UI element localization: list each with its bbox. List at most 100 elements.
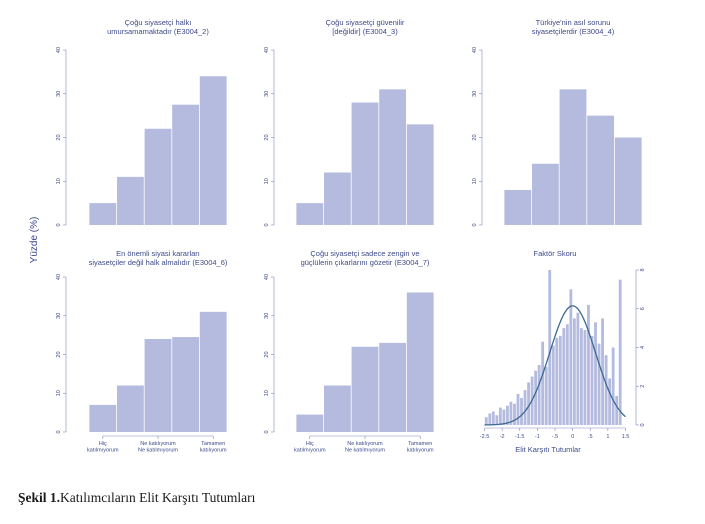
- x-tick-label: Hiç: [306, 441, 314, 447]
- bar: [144, 128, 172, 225]
- figure-caption: Şekil 1.Katılımcıların Elit Karşıtı Tutu…: [18, 490, 255, 506]
- y-tick-label: 40: [56, 47, 62, 53]
- histogram-bar: [555, 337, 559, 425]
- chart-title-line: güçlülerin çıkarlarını gözetir (E3004_7): [301, 258, 430, 267]
- x-tick-label: katılmıyorum: [294, 448, 326, 454]
- x-tick-label: .5: [588, 434, 593, 440]
- histogram-bar: [558, 335, 562, 425]
- histogram-bar: [484, 417, 488, 425]
- x-tick-label: -1: [535, 434, 540, 440]
- bar: [172, 337, 199, 432]
- y-tick-label: 20: [56, 134, 62, 140]
- chart-title-line: umursamamaktadır (E3004_2): [107, 27, 209, 36]
- histogram-bar: [583, 330, 587, 425]
- y-tick-label: 10: [56, 178, 62, 184]
- x-tick-label: 1.5: [622, 434, 630, 440]
- y-tick-label: 8: [640, 268, 646, 271]
- histogram-bar: [615, 395, 619, 425]
- histogram-bar: [604, 355, 608, 425]
- histogram-bar: [551, 345, 555, 425]
- x-tick-label: -2.5: [480, 434, 489, 440]
- x-tick-label: 1: [606, 434, 609, 440]
- y-tick-label: 0: [640, 423, 646, 426]
- chart-title-line: siyasetçilerdir (E3004_4): [532, 27, 615, 36]
- x-tick-label: Ne katılmıyorum: [138, 448, 178, 454]
- bar: [324, 172, 351, 225]
- x-tick-label: Ne katılıyorum: [140, 441, 176, 447]
- histogram-bar: [513, 403, 516, 425]
- y-tick-label: 40: [56, 274, 62, 280]
- x-tick-label: -1.5: [515, 434, 524, 440]
- histogram-bar: [541, 341, 545, 425]
- y-tick-label: 40: [472, 47, 478, 53]
- histogram-bar: [565, 324, 569, 425]
- histogram-bar: [597, 343, 601, 425]
- x-tick-label: Ne katılmıyorum: [345, 448, 385, 454]
- histogram-bar: [562, 328, 566, 425]
- y-tick-label: 30: [264, 313, 270, 319]
- histogram-bar: [611, 347, 615, 425]
- bar: [172, 104, 199, 225]
- histogram-bar: [498, 407, 502, 425]
- y-tick-label: 30: [264, 91, 270, 97]
- histogram-bar: [618, 279, 622, 425]
- caption-text: Katılımcıların Elit Karşıtı Tutumları: [60, 490, 256, 505]
- y-tick-label: 0: [56, 223, 62, 226]
- x-tick-label: Hiç: [99, 441, 107, 447]
- histogram-bar: [569, 289, 573, 425]
- y-tick-label: 10: [264, 390, 270, 396]
- histogram-bar: [491, 411, 495, 425]
- bar: [379, 89, 406, 225]
- y-tick-label: 20: [472, 134, 478, 140]
- y-tick-label: 20: [264, 351, 270, 357]
- y-tick-label: 4: [640, 346, 646, 349]
- chart-title-line: [değildir] (E3004_3): [332, 27, 398, 36]
- y-tick-label: 30: [56, 91, 62, 97]
- chart-title-line: Çoğu siyasetçi halkı: [125, 18, 192, 27]
- histogram-bar: [580, 328, 583, 425]
- histogram-bar: [523, 390, 527, 425]
- bar: [406, 292, 434, 432]
- y-tick-label: 0: [56, 430, 62, 433]
- x-tick-label: katılıyorum: [407, 448, 434, 454]
- histogram-bar: [544, 366, 548, 425]
- caption-prefix: Şekil 1.: [18, 490, 61, 505]
- y-tick-label: 6: [640, 307, 646, 310]
- histogram-bar: [502, 409, 506, 425]
- histogram-panel: Faktör Skoru -2.5 -2 -1.5 -1 -.5 0 .5 1 1.5 0 2 4 6 8: [480, 249, 646, 440]
- chart-title-line: Çoğu siyasetçi güvenilir: [326, 18, 405, 27]
- histogram-bar: [608, 378, 612, 425]
- histogram-bar: [506, 405, 509, 425]
- histogram-bar: [527, 382, 530, 425]
- y-tick-label: 0: [264, 430, 270, 433]
- bar: [199, 311, 227, 432]
- x-tick-label: 0: [571, 434, 574, 440]
- bar: [587, 115, 614, 225]
- shared-y-axis-label: Yüzde (%): [29, 217, 40, 264]
- x-tick-label: -2: [500, 434, 505, 440]
- chart-title-line: Türkiye'nin asıl sorunu: [536, 18, 611, 27]
- bar: [144, 339, 172, 432]
- bar: [532, 163, 559, 225]
- histogram-bar: [601, 318, 604, 425]
- y-tick-label: 10: [472, 178, 478, 184]
- y-tick-label: 20: [56, 351, 62, 357]
- chart-title-line: En önemli siyasi kararları: [116, 249, 200, 258]
- bar: [379, 342, 406, 432]
- y-tick-label: 2: [640, 385, 646, 388]
- x-tick-label: katılmıyorum: [87, 448, 119, 454]
- bar: [89, 404, 117, 432]
- histogram-bar: [587, 304, 590, 425]
- bar-chart-panel-5: Çoğu siyasetçi sadece zengin vegüçlüleri…: [264, 249, 434, 454]
- bar: [504, 190, 532, 225]
- bar: [117, 385, 144, 432]
- histogram-bar: [548, 270, 552, 425]
- bar: [296, 414, 324, 432]
- histogram-bar: [520, 397, 523, 425]
- y-tick-label: 30: [472, 91, 478, 97]
- chart-title-line: siyasetçiler değil halk almalıdır (E3004…: [89, 258, 228, 267]
- y-tick-label: 10: [264, 178, 270, 184]
